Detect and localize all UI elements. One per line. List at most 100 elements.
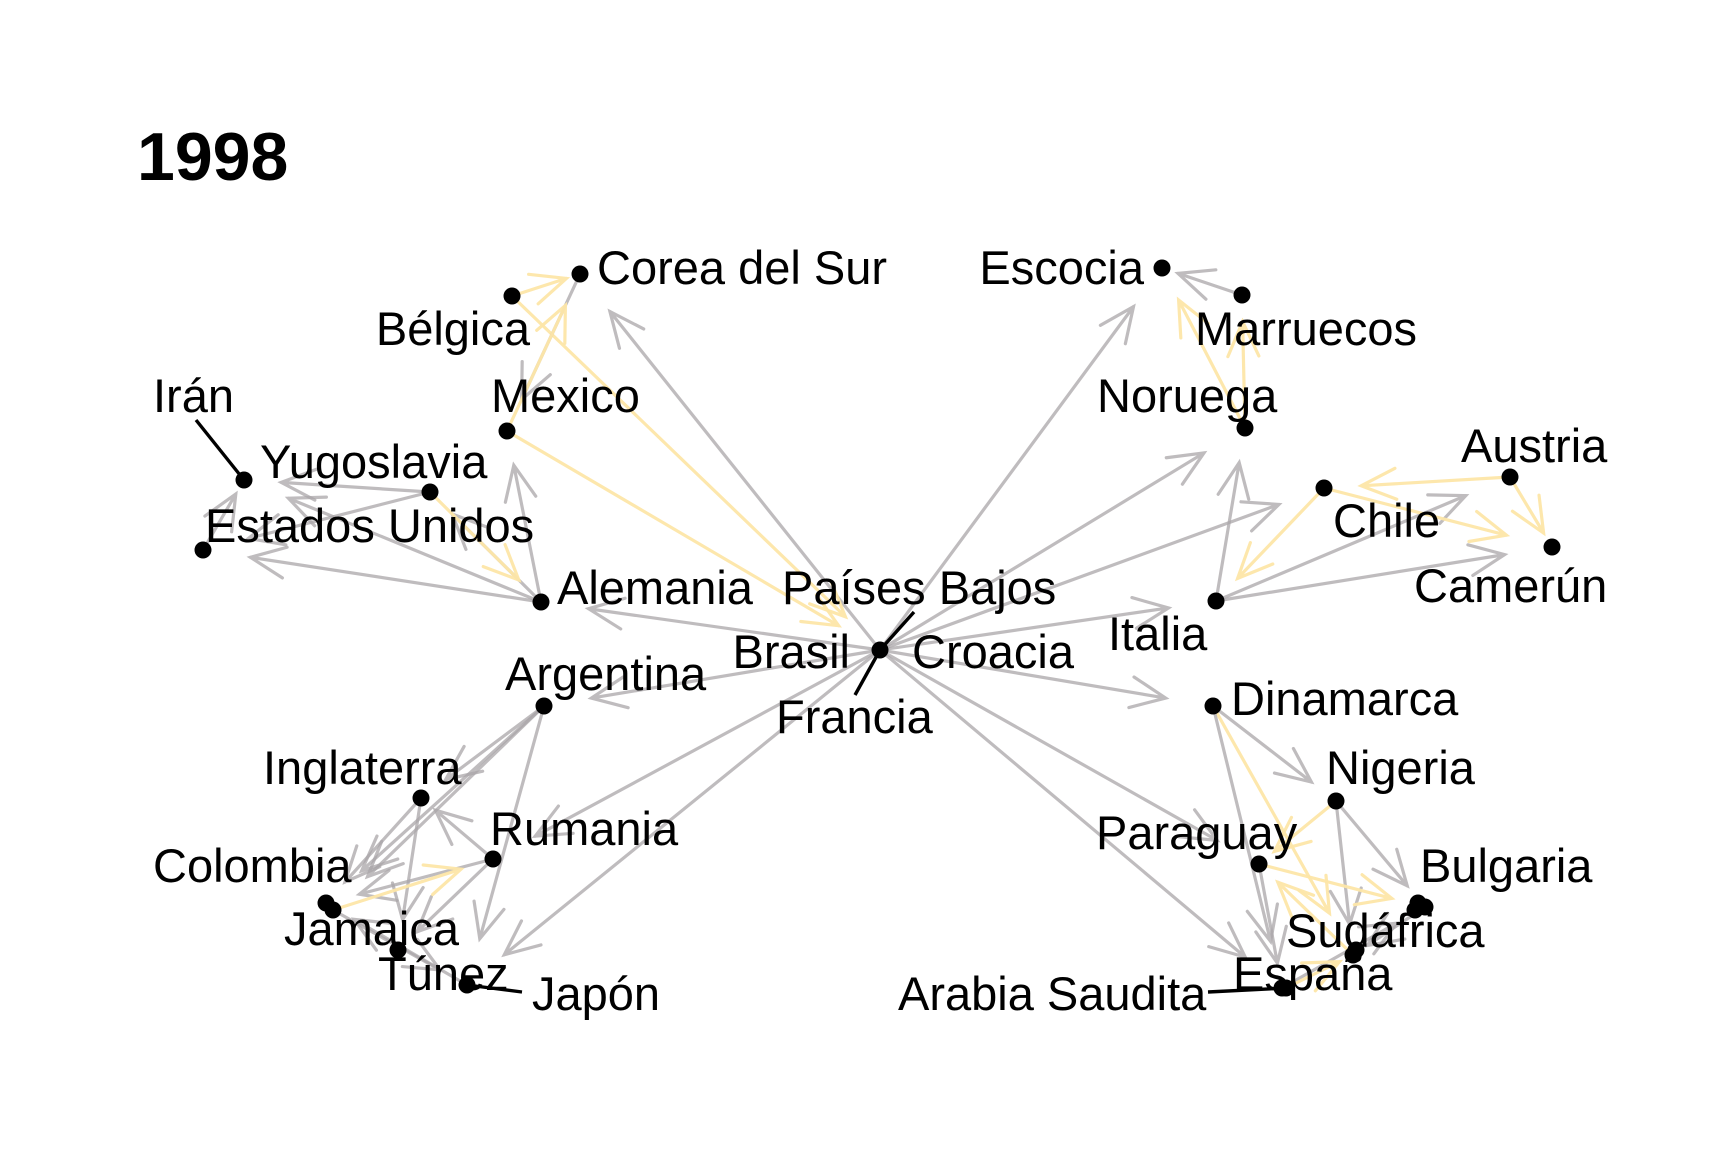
- label-sudafrica: Sudáfrica: [1286, 904, 1485, 957]
- edge-belgica-to-corea_del_sur: [510, 272, 571, 306]
- edge-rumania-to-colombia: [355, 857, 495, 902]
- edges-layer: [201, 268, 1546, 993]
- node-marruecos: [1233, 286, 1251, 304]
- edge-rumania-to-inglaterra: [432, 807, 495, 861]
- label-italia: Italia: [1108, 607, 1208, 660]
- node-noruega: [1236, 419, 1254, 437]
- label-iran: Irán: [153, 369, 234, 422]
- edge-nigeria-to-bulgaria: [1334, 799, 1410, 889]
- edge-argentina-to-japon: [472, 704, 546, 943]
- labels-layer: Corea del Sur Bélgica Escocia Marruecos Irán…: [153, 241, 1608, 1020]
- edge-inglaterra-to-tunez: [390, 796, 425, 924]
- edge-noruega-to-marruecos: [1226, 317, 1261, 430]
- edge-mexico-to-corea_del_sur: [505, 301, 568, 433]
- label-rumania: Rumania: [490, 802, 679, 855]
- node-dinamarca: [1204, 697, 1222, 715]
- label-austria: Austria: [1461, 419, 1608, 472]
- node-escocia: [1153, 259, 1171, 277]
- node-italia: [1207, 592, 1225, 610]
- label-francia: Francia: [776, 690, 934, 743]
- edge-italia-to-camerun: [1214, 543, 1509, 603]
- label-camerun: Camerún: [1414, 559, 1607, 612]
- label-espana: España: [1233, 947, 1393, 1000]
- edge-dinamarca-to-espana: [1211, 704, 1279, 946]
- label-inglaterra: Inglaterra: [263, 741, 462, 794]
- edge-francia-to-alemania: [584, 596, 882, 652]
- edge-alemania-to-mexico: [503, 461, 543, 604]
- nodes-layer: [194, 259, 1561, 997]
- node-mexico: [498, 422, 516, 440]
- edge-yugoslavia-to-estados_unidos: [244, 490, 432, 547]
- node-camerun: [1543, 538, 1561, 556]
- node-argentina: [535, 697, 553, 715]
- node-japon: [458, 976, 476, 994]
- edge-marruecos-to-escocia: [1174, 268, 1244, 301]
- node-paraguay: [1250, 855, 1268, 873]
- edge-noruega-to-escocia: [1176, 296, 1247, 430]
- node-corea_del_sur: [571, 265, 589, 283]
- label-alemania: Alemania: [557, 561, 754, 614]
- edge-alemania-to-estados_unidos: [246, 545, 543, 604]
- label-corea_del_sur: Corea del Sur: [597, 241, 887, 294]
- edge-sudafrica-to-paraguay: [1274, 879, 1355, 957]
- leader-line-japon: [466, 983, 523, 994]
- edge-francia-to-escocia: [878, 303, 1136, 652]
- node-estados_unidos: [194, 541, 212, 559]
- edge-chile-to-italia: [1234, 486, 1326, 582]
- leader-line-arabia_saudita: [1207, 986, 1287, 994]
- label-arabia_saudita: Arabia Saudita: [898, 967, 1207, 1020]
- edge-jamaica-to-japon: [331, 908, 444, 972]
- label-mexico: Mexico: [491, 369, 640, 422]
- edge-yugoslavia-to-alemania: [428, 490, 522, 583]
- node-tunez: [389, 941, 407, 959]
- label-brasil: Brasil: [732, 625, 850, 678]
- edge-paraguay-to-espana: [1254, 862, 1288, 968]
- node-inglaterra: [412, 789, 430, 807]
- edge-austria-to-camerun: [1508, 475, 1546, 537]
- edge-francia-to-espana: [878, 648, 1249, 960]
- label-noruega: Noruega: [1097, 369, 1278, 422]
- node-overlap-dot: [1347, 941, 1365, 959]
- label-belgica: Bélgica: [376, 302, 531, 355]
- node-chile: [1315, 479, 1333, 497]
- edge-argentina-to-jamaica: [364, 704, 546, 880]
- label-colombia: Colombia: [153, 839, 352, 892]
- label-paises_bajos: Países Bajos: [782, 561, 1056, 614]
- node-alemania: [532, 593, 550, 611]
- node-jamaica: [324, 901, 342, 919]
- leader-line-francia: [853, 649, 882, 696]
- label-jamaica: Jamaica: [284, 902, 460, 955]
- leader-line-iran: [194, 418, 246, 482]
- edge-francia-to-dinamarca: [878, 648, 1170, 710]
- node-nigeria: [1327, 792, 1345, 810]
- edge-estados_unidos-to-iran: [201, 490, 238, 552]
- label-japon: Japón: [532, 967, 660, 1020]
- edge-austria-to-chile: [1357, 466, 1512, 501]
- node-belgica: [503, 287, 521, 305]
- edge-yugoslavia-to-iran: [277, 467, 432, 502]
- chart-title: 1998: [137, 119, 288, 195]
- edge-francia-to-japon: [501, 648, 882, 958]
- edge-francia-to-paraguay: [878, 648, 1221, 843]
- edge-chile-to-camerun: [1322, 486, 1511, 544]
- edge-francia-to-noruega: [878, 450, 1208, 652]
- edge-inglaterra-to-colombia: [342, 796, 423, 885]
- label-paraguay: Paraguay: [1096, 806, 1298, 859]
- edge-alemania-to-iran: [284, 495, 543, 604]
- edge-arabia_saudita-to-sudafrica: [1284, 959, 1344, 993]
- label-tunez: Túnez: [378, 947, 509, 1000]
- label-nigeria: Nigeria: [1326, 741, 1476, 794]
- label-estados_unidos: Estados Unidos: [205, 499, 534, 552]
- edge-francia-to-chile: [878, 500, 1283, 652]
- label-yugoslavia: Yugoslavia: [260, 435, 488, 488]
- edge-nigeria-to-sudafrica: [1328, 799, 1363, 929]
- edge-nigeria-to-paraguay: [1271, 799, 1338, 854]
- edge-francia-to-argentina: [587, 648, 882, 710]
- edge-italia-to-noruega: [1214, 458, 1251, 603]
- label-marruecos: Marruecos: [1195, 302, 1417, 355]
- edge-jamaica-to-rumania: [331, 863, 465, 912]
- edge-francia-to-rumania: [531, 648, 882, 839]
- edge-belgica-to-francia: [510, 294, 849, 620]
- node-paises_bajos: [871, 641, 889, 659]
